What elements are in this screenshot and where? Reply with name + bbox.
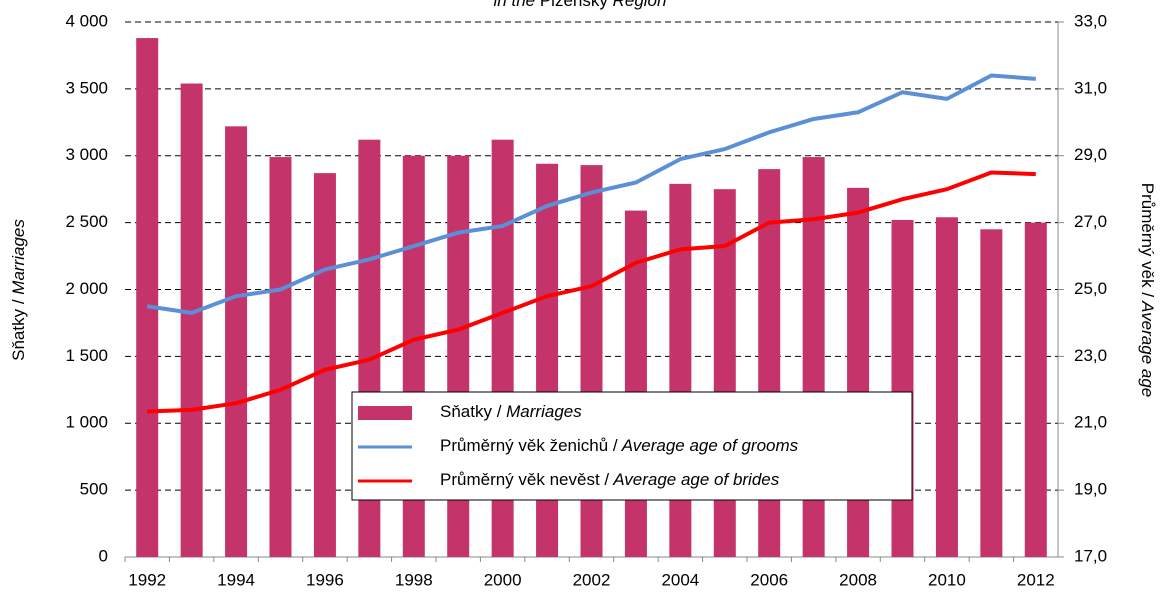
y2-tick-label: 17,0 (1074, 546, 1107, 565)
chart-title: in the Plzeňský Region (494, 0, 667, 10)
legend-swatch (358, 406, 412, 420)
y2-tick-label: 21,0 (1074, 413, 1107, 432)
line (146, 73, 1036, 315)
x-tick-label: 2004 (661, 570, 699, 589)
bar (980, 229, 1003, 557)
bar (847, 187, 870, 557)
y-axis-label: Sňatky / Marriages (9, 219, 28, 361)
x-tick-label: 2002 (573, 570, 611, 589)
y2-tick-label: 23,0 (1074, 346, 1107, 365)
bar (935, 217, 958, 557)
y-tick-label: 1 000 (65, 413, 108, 432)
bar (136, 38, 159, 558)
legend-label: Průměrný věk nevěst / Average age of bri… (440, 470, 780, 489)
bar (269, 157, 292, 557)
bar (891, 219, 914, 557)
bar (669, 183, 692, 557)
y2-tick-label: 33,0 (1074, 11, 1107, 30)
x-tick-label: 1998 (395, 570, 433, 589)
y-tick-label: 2 500 (65, 212, 108, 231)
x-tick-label: 2012 (1017, 570, 1055, 589)
y2-axis-label: Průměrný věk / Average age (1138, 183, 1157, 398)
y-tick-label: 2 000 (65, 279, 108, 298)
x-tick-label: 1996 (306, 570, 344, 589)
x-tick-label: 2010 (928, 570, 966, 589)
x-tick-label: 1992 (128, 570, 166, 589)
y-tick-label: 1 500 (65, 346, 108, 365)
y-tick-label: 3 000 (65, 145, 108, 164)
y2-tick-label: 25,0 (1074, 279, 1107, 298)
line (147, 170, 1036, 414)
x-tick-label: 1994 (217, 570, 255, 589)
legend-label: Sňatky / Marriages (440, 402, 582, 421)
y2-tick-label: 27,0 (1074, 212, 1107, 231)
y-tick-label: 3 500 (65, 78, 108, 97)
bar (180, 83, 203, 558)
x-tick-label: 2006 (750, 570, 788, 589)
legend-label: Průměrný věk ženichů / Average age of gr… (440, 436, 799, 455)
legend-box (351, 391, 913, 501)
bar (313, 173, 336, 557)
y-tick-label: 4 000 (65, 11, 108, 30)
x-tick-label: 2000 (484, 570, 522, 589)
bar (1024, 222, 1047, 557)
x-tick-label: 2008 (839, 570, 877, 589)
y-tick-label: 500 (80, 480, 108, 499)
bar (225, 126, 248, 557)
y2-tick-label: 19,0 (1074, 480, 1107, 499)
y2-tick-label: 31,0 (1074, 78, 1107, 97)
y-tick-label: 0 (99, 546, 108, 565)
y2-tick-label: 29,0 (1074, 145, 1107, 164)
